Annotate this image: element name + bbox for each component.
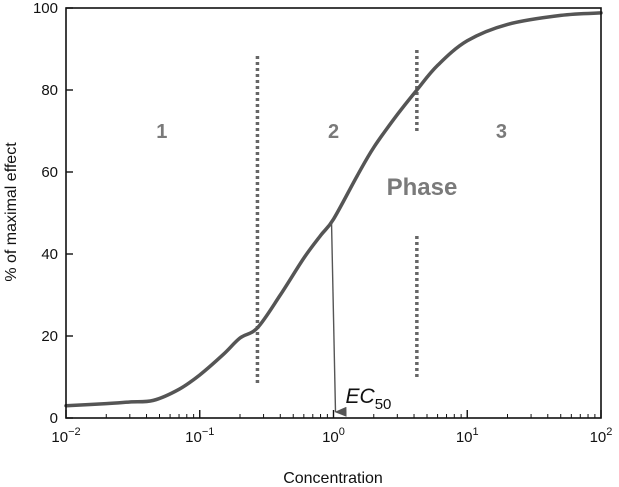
y-tick-label: 40 — [41, 246, 58, 263]
y-tick-label: 80 — [41, 82, 58, 99]
ec50-label: EC50 — [346, 385, 392, 413]
x-tick-label: 100 — [322, 426, 345, 446]
y-tick-label: 100 — [33, 0, 58, 17]
axes: 0 20 40 60 80 100 10−2 10−1 100 101 102 — [33, 0, 612, 446]
y-tick-label: 20 — [41, 328, 58, 345]
annotations: 1 2 3 Phase EC50 — [156, 121, 507, 417]
x-axis-label: Concentration — [283, 470, 383, 487]
phase-title-label: Phase — [387, 174, 458, 201]
x-tick-label: 10−2 — [51, 426, 80, 446]
phase-boundaries — [255, 50, 419, 384]
phase-number-label: 3 — [496, 121, 507, 143]
dose-response-curve — [64, 11, 603, 408]
y-tick-label: 0 — [50, 410, 58, 427]
x-tick-label: 101 — [456, 426, 479, 446]
ec50-arrow — [330, 221, 347, 417]
y-axis-label: % of maximal effect — [3, 142, 20, 282]
x-tick-label: 10−1 — [185, 426, 214, 446]
curve-layer — [64, 11, 603, 408]
phase-number-label: 2 — [328, 121, 339, 143]
x-tick-label: 102 — [590, 426, 613, 446]
plot-frame — [65, 7, 602, 419]
phase-number-label: 1 — [156, 121, 167, 143]
y-tick-label: 60 — [41, 164, 58, 181]
